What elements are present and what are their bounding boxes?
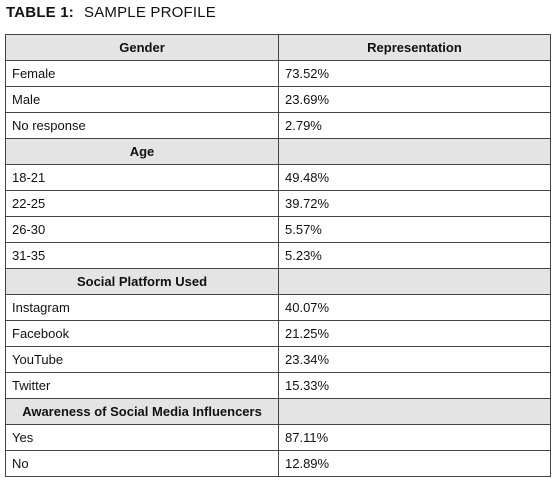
data-row: No response 2.79% <box>5 112 551 139</box>
data-row: No 12.89% <box>5 450 551 477</box>
section-row: Awareness of Social Media Influencers <box>5 398 551 425</box>
data-row: YouTube 23.34% <box>5 346 551 373</box>
data-row: Twitter 15.33% <box>5 372 551 399</box>
value-cell: 73.52% <box>278 60 551 87</box>
value-cell: 2.79% <box>278 112 551 139</box>
data-row: 22-25 39.72% <box>5 190 551 217</box>
label-cell: Instagram <box>5 294 279 321</box>
label-cell: No response <box>5 112 279 139</box>
table-body: Gender Representation Female 73.52% Male 23… <box>5 34 551 477</box>
data-row: Male 23.69% <box>5 86 551 113</box>
data-row: 31-35 5.23% <box>5 242 551 269</box>
label-cell: No <box>5 450 279 477</box>
header-row: Gender Representation <box>5 34 551 61</box>
title-text: SAMPLE PROFILE <box>84 4 217 21</box>
value-cell: 21.25% <box>278 320 551 347</box>
section-blank <box>278 138 551 165</box>
section-row: Age <box>5 138 551 165</box>
table-title: TABLE 1: SAMPLE PROFILE <box>6 4 216 21</box>
data-row: 26-30 5.57% <box>5 216 551 243</box>
label-cell: 31-35 <box>5 242 279 269</box>
section-heading: Age <box>5 138 279 165</box>
value-cell: 87.11% <box>278 424 551 451</box>
label-cell: Facebook <box>5 320 279 347</box>
header-cell: Representation <box>278 34 551 61</box>
label-cell: YouTube <box>5 346 279 373</box>
section-heading: Social Platform Used <box>5 268 279 295</box>
section-blank <box>278 398 551 425</box>
data-row: Instagram 40.07% <box>5 294 551 321</box>
value-cell: 5.23% <box>278 242 551 269</box>
header-cell: Gender <box>5 34 279 61</box>
value-cell: 23.34% <box>278 346 551 373</box>
label-cell: Twitter <box>5 372 279 399</box>
data-row: Female 73.52% <box>5 60 551 87</box>
label-cell: Female <box>5 60 279 87</box>
label-cell: Yes <box>5 424 279 451</box>
data-row: Yes 87.11% <box>5 424 551 451</box>
value-cell: 49.48% <box>278 164 551 191</box>
section-heading: Awareness of Social Media Influencers <box>5 398 279 425</box>
value-cell: 15.33% <box>278 372 551 399</box>
label-cell: 22-25 <box>5 190 279 217</box>
label-cell: Male <box>5 86 279 113</box>
label-cell: 18-21 <box>5 164 279 191</box>
title-label: TABLE 1: <box>6 4 74 21</box>
data-row: Facebook 21.25% <box>5 320 551 347</box>
value-cell: 5.57% <box>278 216 551 243</box>
section-blank <box>278 268 551 295</box>
profile-table: Gender Representation Female 73.52% Male 23… <box>5 34 551 477</box>
data-row: 18-21 49.48% <box>5 164 551 191</box>
value-cell: 12.89% <box>278 450 551 477</box>
section-row: Social Platform Used <box>5 268 551 295</box>
label-cell: 26-30 <box>5 216 279 243</box>
value-cell: 40.07% <box>278 294 551 321</box>
value-cell: 23.69% <box>278 86 551 113</box>
value-cell: 39.72% <box>278 190 551 217</box>
